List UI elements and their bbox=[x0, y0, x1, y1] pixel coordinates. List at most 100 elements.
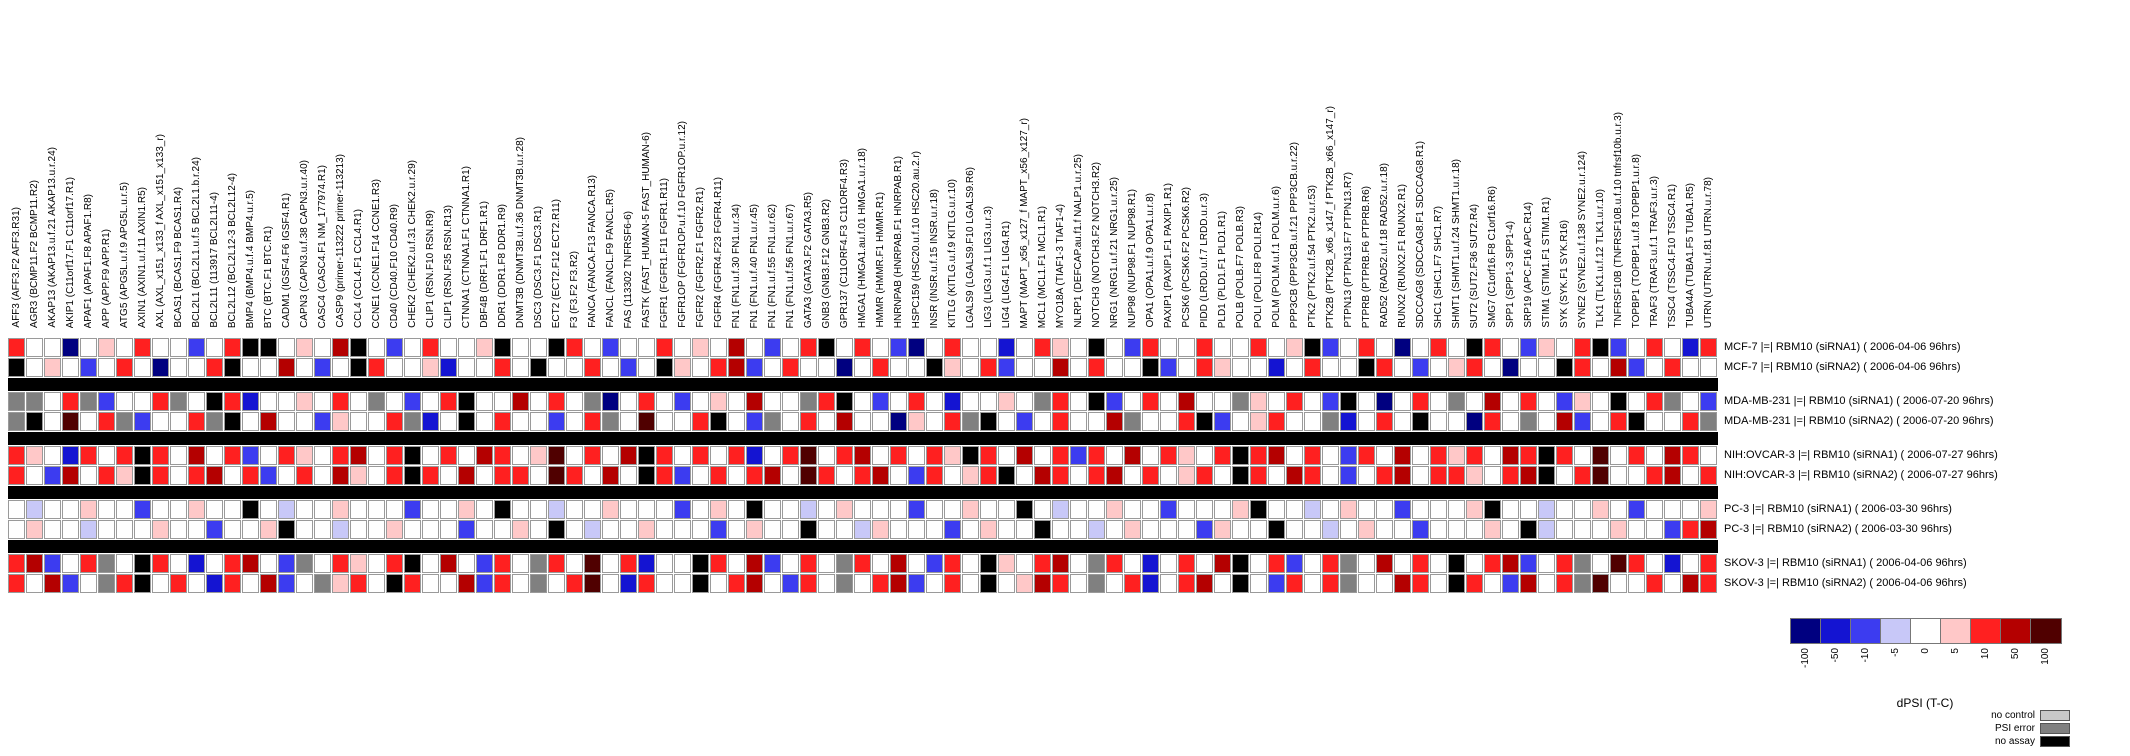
heatmap-cell bbox=[512, 338, 529, 357]
heatmap-cell bbox=[1466, 392, 1483, 411]
heatmap-cell bbox=[728, 412, 745, 431]
column-label: DNMT3B (DNMT3B.u.f.36 DNMT3B.u.r.28) bbox=[515, 136, 526, 328]
heatmap-cell bbox=[1682, 412, 1699, 431]
heatmap-cell bbox=[710, 412, 727, 431]
heatmap-cell bbox=[206, 412, 223, 431]
heatmap-cell bbox=[1178, 466, 1195, 485]
heatmap-cell bbox=[1574, 466, 1591, 485]
heatmap-cell bbox=[116, 392, 133, 411]
heatmap-cell bbox=[728, 392, 745, 411]
heatmap-cell bbox=[242, 446, 259, 465]
heatmap-cell bbox=[224, 358, 241, 377]
heatmap-cell bbox=[1052, 574, 1069, 593]
heatmap-cell bbox=[242, 574, 259, 593]
heatmap-cell bbox=[1448, 446, 1465, 465]
heatmap-cell bbox=[1286, 412, 1303, 431]
heatmap-cell bbox=[494, 446, 511, 465]
heatmap-cell bbox=[638, 412, 655, 431]
column-label: LIG4 (LIG4.F1 LIG4.R1) bbox=[1001, 220, 1012, 328]
column-label: POLM (POLM.u.f.1 POLM.u.r.6) bbox=[1271, 186, 1282, 328]
heatmap-cell bbox=[818, 338, 835, 357]
heatmap-cell bbox=[494, 412, 511, 431]
heatmap-cell bbox=[620, 574, 637, 593]
heatmap-cell bbox=[350, 358, 367, 377]
heatmap-cell bbox=[1358, 392, 1375, 411]
heatmap-cell bbox=[1268, 574, 1285, 593]
heatmap-cell bbox=[1430, 446, 1447, 465]
column-label: CLIP1 (RSN.F35 RSN.R13) bbox=[443, 204, 454, 328]
heatmap-cell bbox=[1322, 338, 1339, 357]
heatmap-cell bbox=[1448, 500, 1465, 519]
heatmap-cell bbox=[1574, 520, 1591, 539]
heatmap-cell bbox=[224, 500, 241, 519]
heatmap-cell bbox=[80, 520, 97, 539]
column-label: AGR3 (BCMP11.F2 BCMP11.R2) bbox=[29, 179, 40, 328]
heatmap-cell bbox=[1466, 520, 1483, 539]
heatmap-cell bbox=[620, 412, 637, 431]
heatmap-cell bbox=[1268, 520, 1285, 539]
heatmap-cell bbox=[1160, 466, 1177, 485]
heatmap-cell bbox=[1520, 392, 1537, 411]
column-label: AKAP13 (AKAP13.u.f.21 AKAP13.u.r.24) bbox=[47, 147, 58, 328]
heatmap-cell bbox=[1052, 412, 1069, 431]
heatmap-row: MCF-7 |=| RBM10 (siRNA2) ( 2006-04-06 96… bbox=[8, 358, 1998, 377]
heatmap-cell bbox=[1304, 392, 1321, 411]
heatmap-cell bbox=[1088, 392, 1105, 411]
heatmap-cell bbox=[206, 520, 223, 539]
heatmap-cell bbox=[1142, 412, 1159, 431]
heatmap-cell bbox=[314, 392, 331, 411]
heatmap-cell bbox=[1700, 446, 1717, 465]
row-label: PC-3 |=| RBM10 (siRNA1) ( 2006-03-30 96h… bbox=[1724, 503, 1952, 515]
heatmap-cell bbox=[926, 574, 943, 593]
heatmap-cell bbox=[1502, 446, 1519, 465]
heatmap-cell bbox=[1286, 446, 1303, 465]
heatmap-cell bbox=[656, 338, 673, 357]
heatmap-cell bbox=[656, 554, 673, 573]
heatmap-cell bbox=[422, 574, 439, 593]
heatmap-cell bbox=[602, 446, 619, 465]
heatmap-cell bbox=[26, 412, 43, 431]
heatmap-cell bbox=[782, 554, 799, 573]
heatmap-cell bbox=[98, 520, 115, 539]
heatmap-cell bbox=[890, 338, 907, 357]
heatmap-cell bbox=[1628, 446, 1645, 465]
heatmap-cell bbox=[1376, 338, 1393, 357]
heatmap-cell bbox=[1430, 358, 1447, 377]
heatmap-cell bbox=[1574, 554, 1591, 573]
heatmap-cell bbox=[872, 446, 889, 465]
heatmap-cell bbox=[152, 466, 169, 485]
heatmap-cell bbox=[422, 554, 439, 573]
heatmap-cell bbox=[1610, 500, 1627, 519]
heatmap-cell bbox=[656, 520, 673, 539]
heatmap-cell bbox=[170, 392, 187, 411]
heatmap-cell bbox=[224, 574, 241, 593]
heatmap-cell bbox=[1682, 500, 1699, 519]
heatmap-cell bbox=[908, 466, 925, 485]
heatmap-cell bbox=[692, 358, 709, 377]
heatmap-cell bbox=[1286, 466, 1303, 485]
heatmap-cell bbox=[710, 520, 727, 539]
heatmap-cell bbox=[260, 554, 277, 573]
heatmap-cell bbox=[908, 392, 925, 411]
heatmap-cell bbox=[1124, 466, 1141, 485]
heatmap-cell bbox=[638, 466, 655, 485]
colorbar-tick: 0 bbox=[1919, 648, 1931, 654]
heatmap-cell bbox=[422, 358, 439, 377]
heatmap-cell bbox=[98, 338, 115, 357]
heatmap-cell bbox=[692, 466, 709, 485]
heatmap-cell bbox=[818, 574, 835, 593]
status-legend-label: no assay bbox=[1994, 735, 2035, 747]
heatmap-cell bbox=[368, 574, 385, 593]
column-label: SYK (SYK.F1 SYK.R16) bbox=[1559, 220, 1570, 328]
column-label: SHMT1 (SHMT1.u.f.24 SHMT1.u.r.18) bbox=[1451, 158, 1462, 329]
heatmap-cell bbox=[836, 446, 853, 465]
heatmap-cell bbox=[800, 412, 817, 431]
heatmap-cell bbox=[1394, 392, 1411, 411]
heatmap-cell bbox=[26, 574, 43, 593]
heatmap-cell bbox=[782, 446, 799, 465]
heatmap-cell bbox=[242, 338, 259, 357]
heatmap-cell bbox=[818, 446, 835, 465]
heatmap-cell bbox=[224, 412, 241, 431]
heatmap-cell bbox=[350, 520, 367, 539]
heatmap-cell bbox=[1412, 554, 1429, 573]
